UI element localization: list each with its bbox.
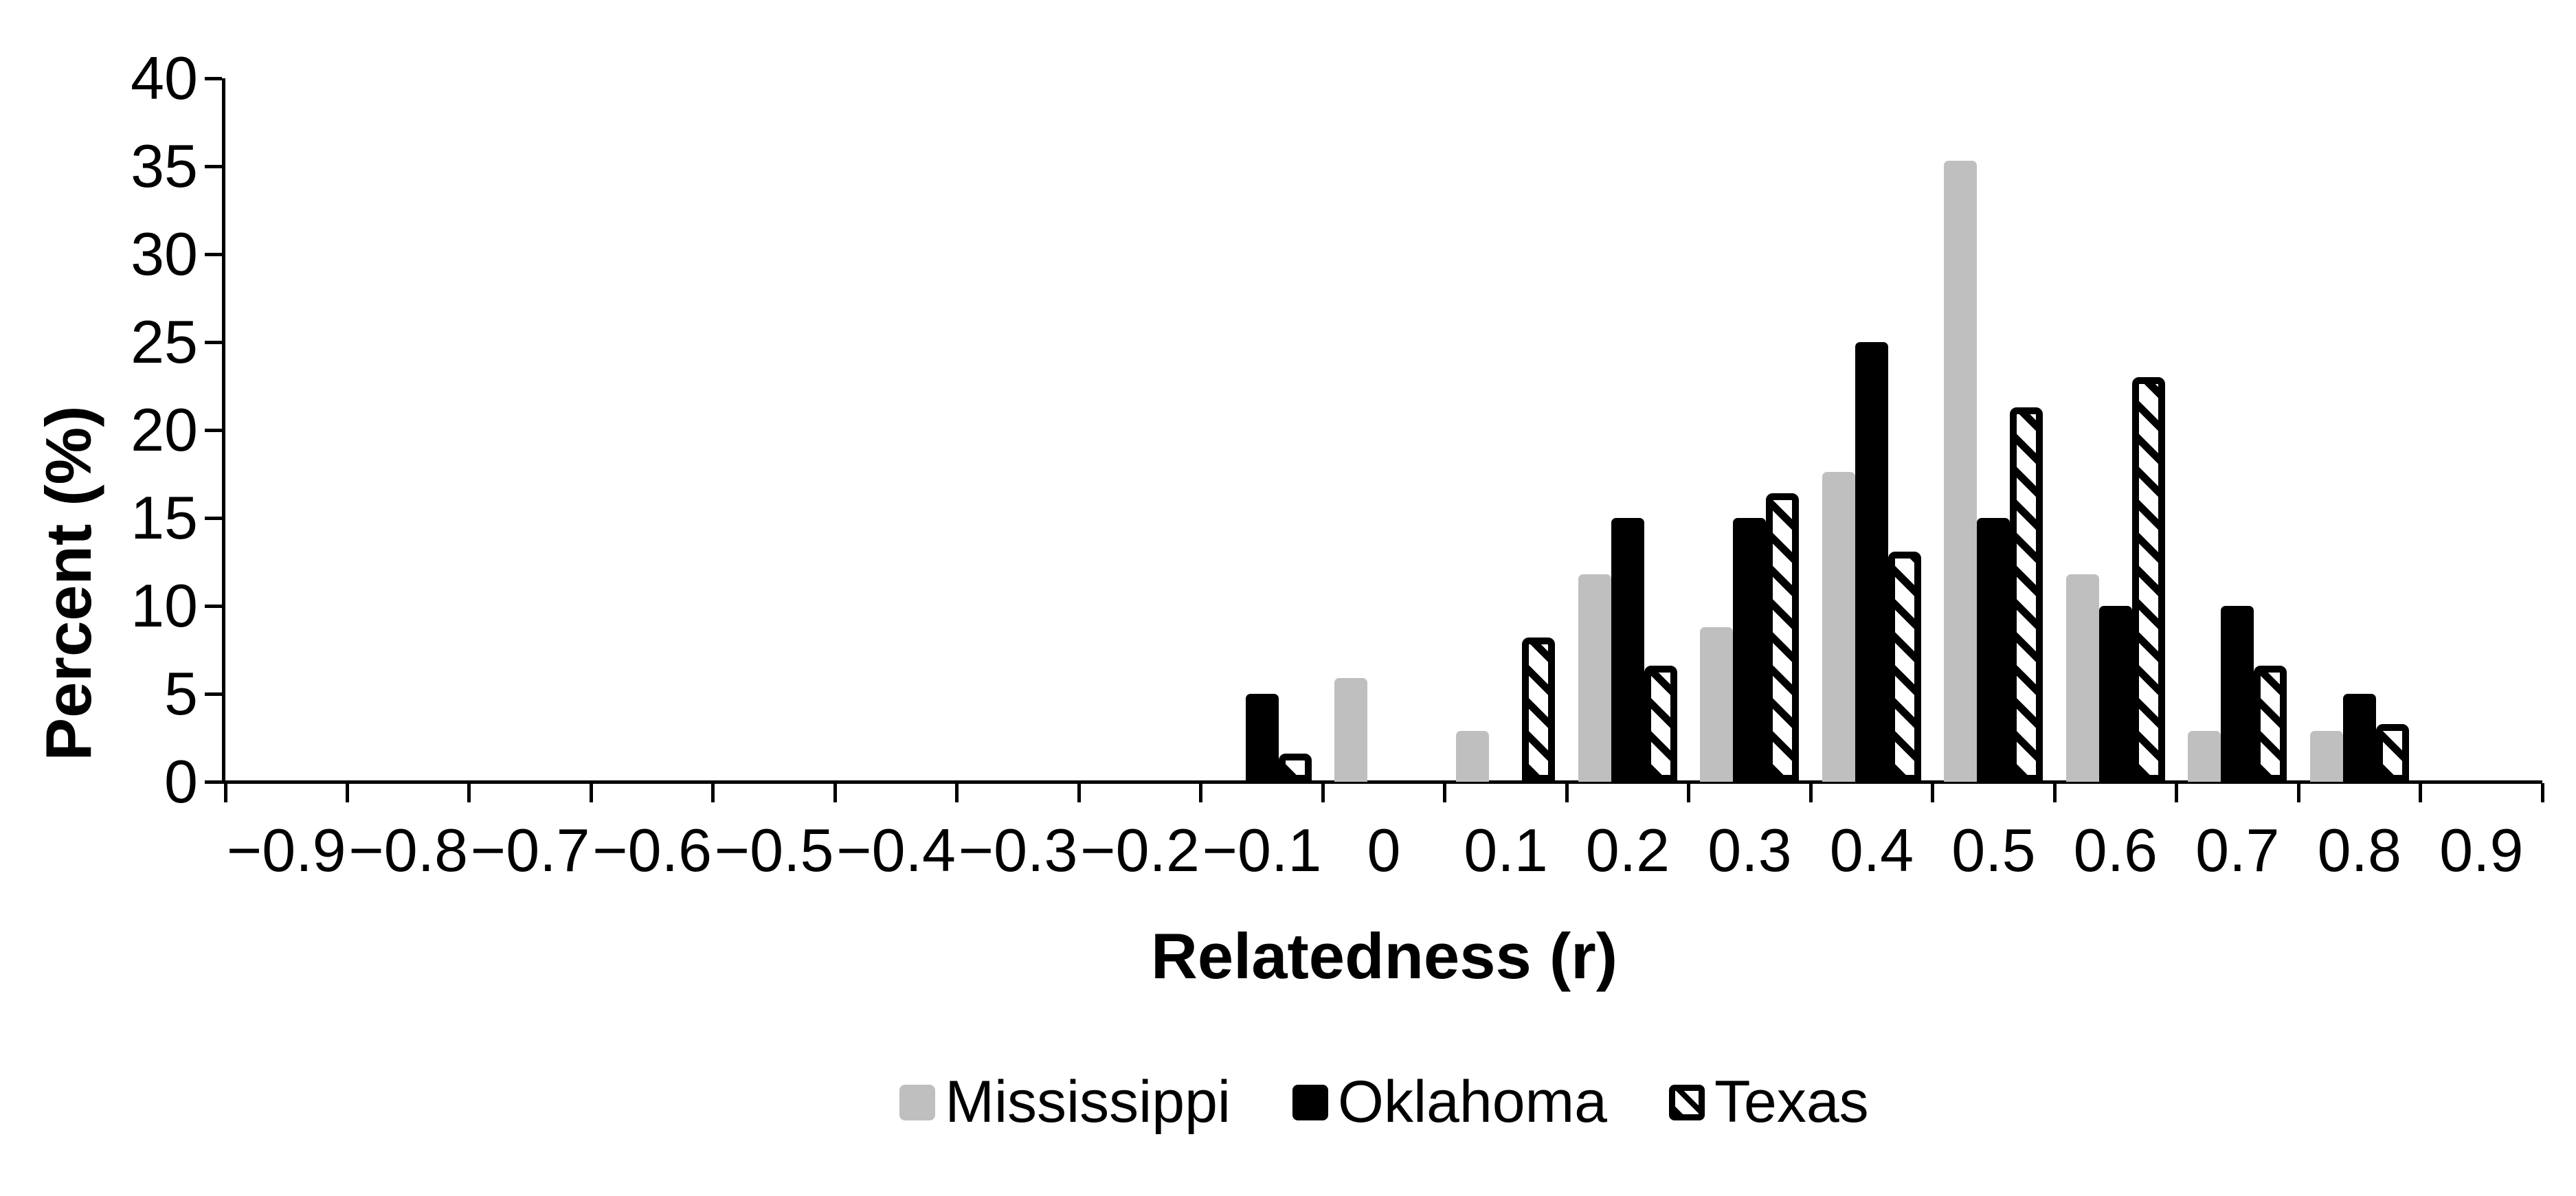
x-tick-label: −0.3 xyxy=(958,816,1078,884)
y-axis-line xyxy=(222,78,225,783)
bar-texas-0.4 xyxy=(1888,551,1921,782)
y-tick xyxy=(205,605,222,608)
bar-mississippi-0.1 xyxy=(1456,730,1490,782)
bar-oklahoma-0.3 xyxy=(1733,518,1767,782)
x-tick-label: 0.2 xyxy=(1585,816,1670,884)
x-tick xyxy=(589,783,593,802)
x-tick-label: −0.7 xyxy=(470,816,590,884)
bar-mississippi-0.5 xyxy=(1944,161,1978,782)
bar-texas-0.7 xyxy=(2254,666,2287,782)
x-tick xyxy=(1808,783,1813,802)
bar-oklahoma-0.2 xyxy=(1611,518,1644,782)
y-tick xyxy=(205,692,222,696)
bar-texas-0.6 xyxy=(2131,377,2165,782)
x-tick xyxy=(1931,783,1935,802)
x-tick xyxy=(2052,783,2057,802)
bar-oklahoma-0.7 xyxy=(2221,606,2254,782)
x-tick xyxy=(2540,783,2544,802)
bar-mississippi-0.4 xyxy=(1822,472,1855,782)
x-tick xyxy=(467,783,471,802)
y-tick-label: 40 xyxy=(131,44,198,112)
y-tick xyxy=(205,517,222,520)
y-tick-label: 20 xyxy=(131,396,198,464)
x-tick-label: −0.5 xyxy=(714,816,834,884)
x-tick-label: −0.2 xyxy=(1080,816,1200,884)
bar-oklahoma-0.8 xyxy=(2342,694,2376,782)
y-tick xyxy=(205,341,222,344)
x-tick-label: −0.6 xyxy=(592,816,713,884)
x-tick-label: −0.1 xyxy=(1202,816,1322,884)
bar-mississippi-0 xyxy=(1334,677,1367,782)
x-tick xyxy=(223,783,227,802)
x-tick-label: −0.8 xyxy=(348,816,469,884)
legend-label-mississippi: Mississippi xyxy=(945,1069,1231,1135)
bar-texas-0.8 xyxy=(2375,723,2409,782)
x-tick xyxy=(345,783,349,802)
bar-oklahoma-−0.1 xyxy=(1245,694,1279,782)
bar-mississippi-0.8 xyxy=(2309,730,2343,782)
legend-label-texas: Texas xyxy=(1714,1069,1869,1135)
y-tick xyxy=(205,77,222,80)
x-tick-label: 0.1 xyxy=(1464,816,1548,884)
x-tick xyxy=(1321,783,1325,802)
bar-texas-0.5 xyxy=(2010,407,2043,782)
x-tick-label: 0.4 xyxy=(1829,816,1914,884)
bar-texas-0.1 xyxy=(1522,638,1556,782)
x-tick-label: 0.3 xyxy=(1707,816,1792,884)
x-tick xyxy=(1199,783,1203,802)
x-tick xyxy=(711,783,715,802)
x-tick xyxy=(1687,783,1691,802)
x-tick-label: 0.7 xyxy=(2195,816,2280,884)
x-tick-label: 0.8 xyxy=(2317,816,2401,884)
bar-mississippi-0.7 xyxy=(2188,730,2221,782)
bar-mississippi-0.6 xyxy=(2065,574,2099,782)
legend-swatch-texas xyxy=(1669,1084,1705,1120)
bar-mississippi-0.3 xyxy=(1700,627,1734,782)
legend-swatch-mississippi xyxy=(899,1084,936,1120)
bar-texas-0.2 xyxy=(1644,666,1677,782)
bar-texas-0.3 xyxy=(1766,493,1800,782)
y-tick xyxy=(205,253,222,256)
x-tick-label: −0.4 xyxy=(836,816,956,884)
legend-swatch-oklahoma xyxy=(1292,1084,1329,1120)
x-tick-label: −0.9 xyxy=(226,816,346,884)
y-tick-label: 10 xyxy=(131,572,198,640)
legend-label-oklahoma: Oklahoma xyxy=(1338,1069,1608,1135)
x-tick xyxy=(1565,783,1569,802)
legend-item-texas: Texas xyxy=(1669,1068,1869,1136)
y-tick xyxy=(205,780,222,784)
bar-texas-−0.1 xyxy=(1278,754,1312,782)
y-tick-label: 35 xyxy=(131,132,198,200)
x-tick-label: 0.6 xyxy=(2073,816,2158,884)
bar-oklahoma-0.4 xyxy=(1855,342,1888,782)
x-tick-label: 0.9 xyxy=(2439,816,2524,884)
y-tick-label: 5 xyxy=(164,659,198,727)
x-tick xyxy=(2419,783,2423,802)
x-axis-line xyxy=(222,780,2542,784)
x-tick xyxy=(1077,783,1081,802)
bar-oklahoma-0.6 xyxy=(2098,606,2132,782)
y-tick-label: 30 xyxy=(131,220,198,288)
x-tick xyxy=(955,783,959,802)
x-axis-title: Relatedness (r) xyxy=(1150,920,1618,992)
x-tick xyxy=(2175,783,2179,802)
legend-item-oklahoma: Oklahoma xyxy=(1292,1068,1607,1136)
y-tick xyxy=(205,429,222,432)
bar-oklahoma-0.5 xyxy=(1977,518,2011,782)
y-tick-label: 15 xyxy=(131,484,198,552)
legend-item-mississippi: Mississippi xyxy=(899,1068,1231,1136)
bar-mississippi-0.2 xyxy=(1578,574,1611,782)
x-tick-label: 0 xyxy=(1367,816,1401,884)
y-tick-label: 0 xyxy=(164,747,198,815)
legend: Mississippi Oklahoma Texas xyxy=(225,1068,2543,1136)
y-tick xyxy=(205,165,222,168)
x-tick xyxy=(2296,783,2300,802)
x-tick-label: 0.5 xyxy=(1951,816,2036,884)
y-tick-label: 25 xyxy=(131,308,198,376)
x-tick xyxy=(1443,783,1447,802)
x-tick xyxy=(833,783,837,802)
